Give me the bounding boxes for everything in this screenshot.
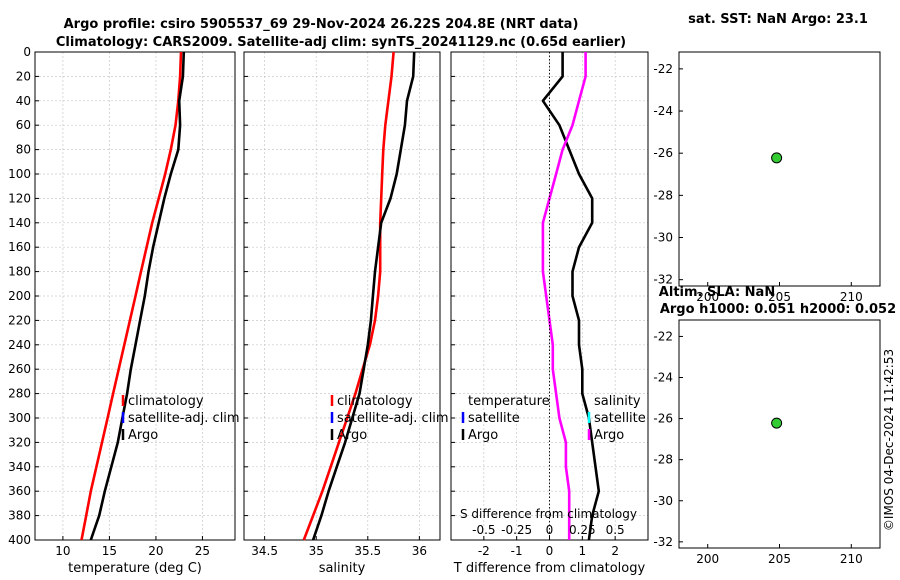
y-tick-label: 100 [8,167,31,181]
legend-label: Argo [468,428,498,443]
series-line-climatology [80,51,183,541]
y-tick-label: 140 [8,216,31,230]
y-tick-label: -22 [653,62,673,76]
y-tick-label: -28 [653,188,673,202]
argo-location-marker [771,417,783,429]
temperature-panel: 10 15 20 25 0 20 40 60 80 100 120 140 160 180 200 220 24… [8,45,240,576]
salinity-diff-axis-label: S difference from climatology [460,507,637,521]
legend-label: salinity [594,394,641,409]
salinity-diff-tick-label: -0.5 [472,523,495,537]
x-tick-label: 20 [148,544,163,558]
legend-label: satellite-adj. clim [128,411,240,426]
y-tick-label: 280 [8,387,31,401]
salinity-diff-tick-label: 0.5 [606,523,625,537]
y-tick-label: 300 [8,411,31,425]
y-tick-label: 120 [8,191,31,205]
timestamp-stamp: ©IMOS 04-Dec-2024 11:42:53 [882,349,896,531]
y-tick-label: 40 [16,94,31,108]
x-tick-label: 36 [412,544,427,558]
x-tick-label: 210 [840,290,863,304]
y-tick-label: 320 [8,435,31,449]
x-tick-label: -2 [478,544,490,558]
x-axis-label: salinity [319,561,366,576]
legend-label: Argo [128,428,158,443]
sla-map-title: Altim. SLA: NaN [659,285,775,300]
series-line-argo [311,51,416,541]
y-tick-label: 240 [8,338,31,352]
x-tick-label: 35 [309,544,324,558]
x-tick-label: 1 [579,544,587,558]
x-tick-label: 0 [546,544,554,558]
sla-map-panel: -22 -24 -26 -28 -30 -32 200 205 210 Altim. SLA: N… [653,285,896,566]
x-tick-label: 210 [840,552,863,566]
x-tick-label: 15 [102,544,117,558]
x-tick-label: 2 [611,544,619,558]
series-line-s-difference-argo- [541,52,587,540]
y-tick-label: 80 [16,143,31,157]
y-tick-label: 400 [8,533,31,547]
difference-panel: -2 -1 0 1 2 T difference from climatology S di… [450,51,649,576]
y-tick-label: -30 [653,231,673,245]
salinity-diff-tick-label: 0.25 [569,523,596,537]
x-tick-label: 25 [195,544,210,558]
y-tick-label: 220 [8,313,31,327]
x-tick-label: 10 [55,544,70,558]
legend-label: satellite [468,411,520,426]
y-tick-label: -30 [653,494,673,508]
salinity-diff-tick-label: -0.25 [501,523,532,537]
y-tick-label: -24 [653,371,673,385]
grid [244,51,440,541]
legend-label: Argo [337,428,367,443]
series-line-climatology [302,51,395,541]
legend-label: climatology [337,394,413,409]
x-tick-label: 200 [696,290,719,304]
y-tick-label: -32 [653,273,673,287]
x-tick-label: 35.5 [354,544,381,558]
legend-label: satellite [594,411,646,426]
x-tick-label: 34.5 [251,544,278,558]
y-tick-label: -32 [653,535,673,549]
figure-header: Argo profile: csiro 5905537_69 29-Nov-20… [56,17,626,50]
y-tick-label: 0 [23,45,31,59]
sst-map-panel: -22 -24 -26 -28 -30 -32 200 205 210 sat. SST: NaN… [653,12,881,304]
title-line-1: Argo profile: csiro 5905537_69 29-Nov-20… [64,17,579,32]
title-line-2: Climatology: CARS2009. Satellite-adj cli… [56,35,626,50]
map-frame [678,319,881,549]
y-tick-label: 160 [8,240,31,254]
legend-label: Argo [594,428,624,443]
series-line-t-difference-argo- [541,52,601,541]
y-tick-label: 60 [16,118,31,132]
map-frame [678,51,881,287]
y-tick-label: 340 [8,460,31,474]
y-tick-label: 360 [8,484,31,498]
x-tick-label: 205 [768,290,791,304]
y-tick-label: -28 [653,453,673,467]
sst-map-title: sat. SST: NaN Argo: 23.1 [688,12,868,27]
y-tick-label: 180 [8,265,31,279]
y-tick-label: -26 [653,146,673,160]
x-tick-label: 205 [768,552,791,566]
legend-label: temperature [468,394,550,409]
legend-label: satellite-adj. clim [337,411,449,426]
y-tick-label: 260 [8,362,31,376]
salinity-panel: 34.5 35 35.5 36 salinity climatology satellite… [243,51,449,576]
y-tick-label: 200 [8,289,31,303]
y-tick-label: -24 [653,104,673,118]
y-tick-label: -22 [653,329,673,343]
x-axis-label: T difference from climatology [453,561,646,576]
x-axis-label: temperature (deg C) [68,561,202,576]
x-tick-label: -1 [511,544,523,558]
salinity-diff-tick-label: 0 [546,523,554,537]
argo-location-marker [771,152,783,164]
legend-label: climatology [128,394,204,409]
y-tick-label: -26 [653,412,673,426]
y-tick-label: 380 [8,509,31,523]
sla-map-subtitle: Argo h1000: 0.051 h2000: 0.052 [660,302,896,317]
grid [451,51,648,541]
y-tick-label: 20 [16,69,31,83]
x-tick-label: 200 [696,552,719,566]
series-line-argo [89,51,186,541]
